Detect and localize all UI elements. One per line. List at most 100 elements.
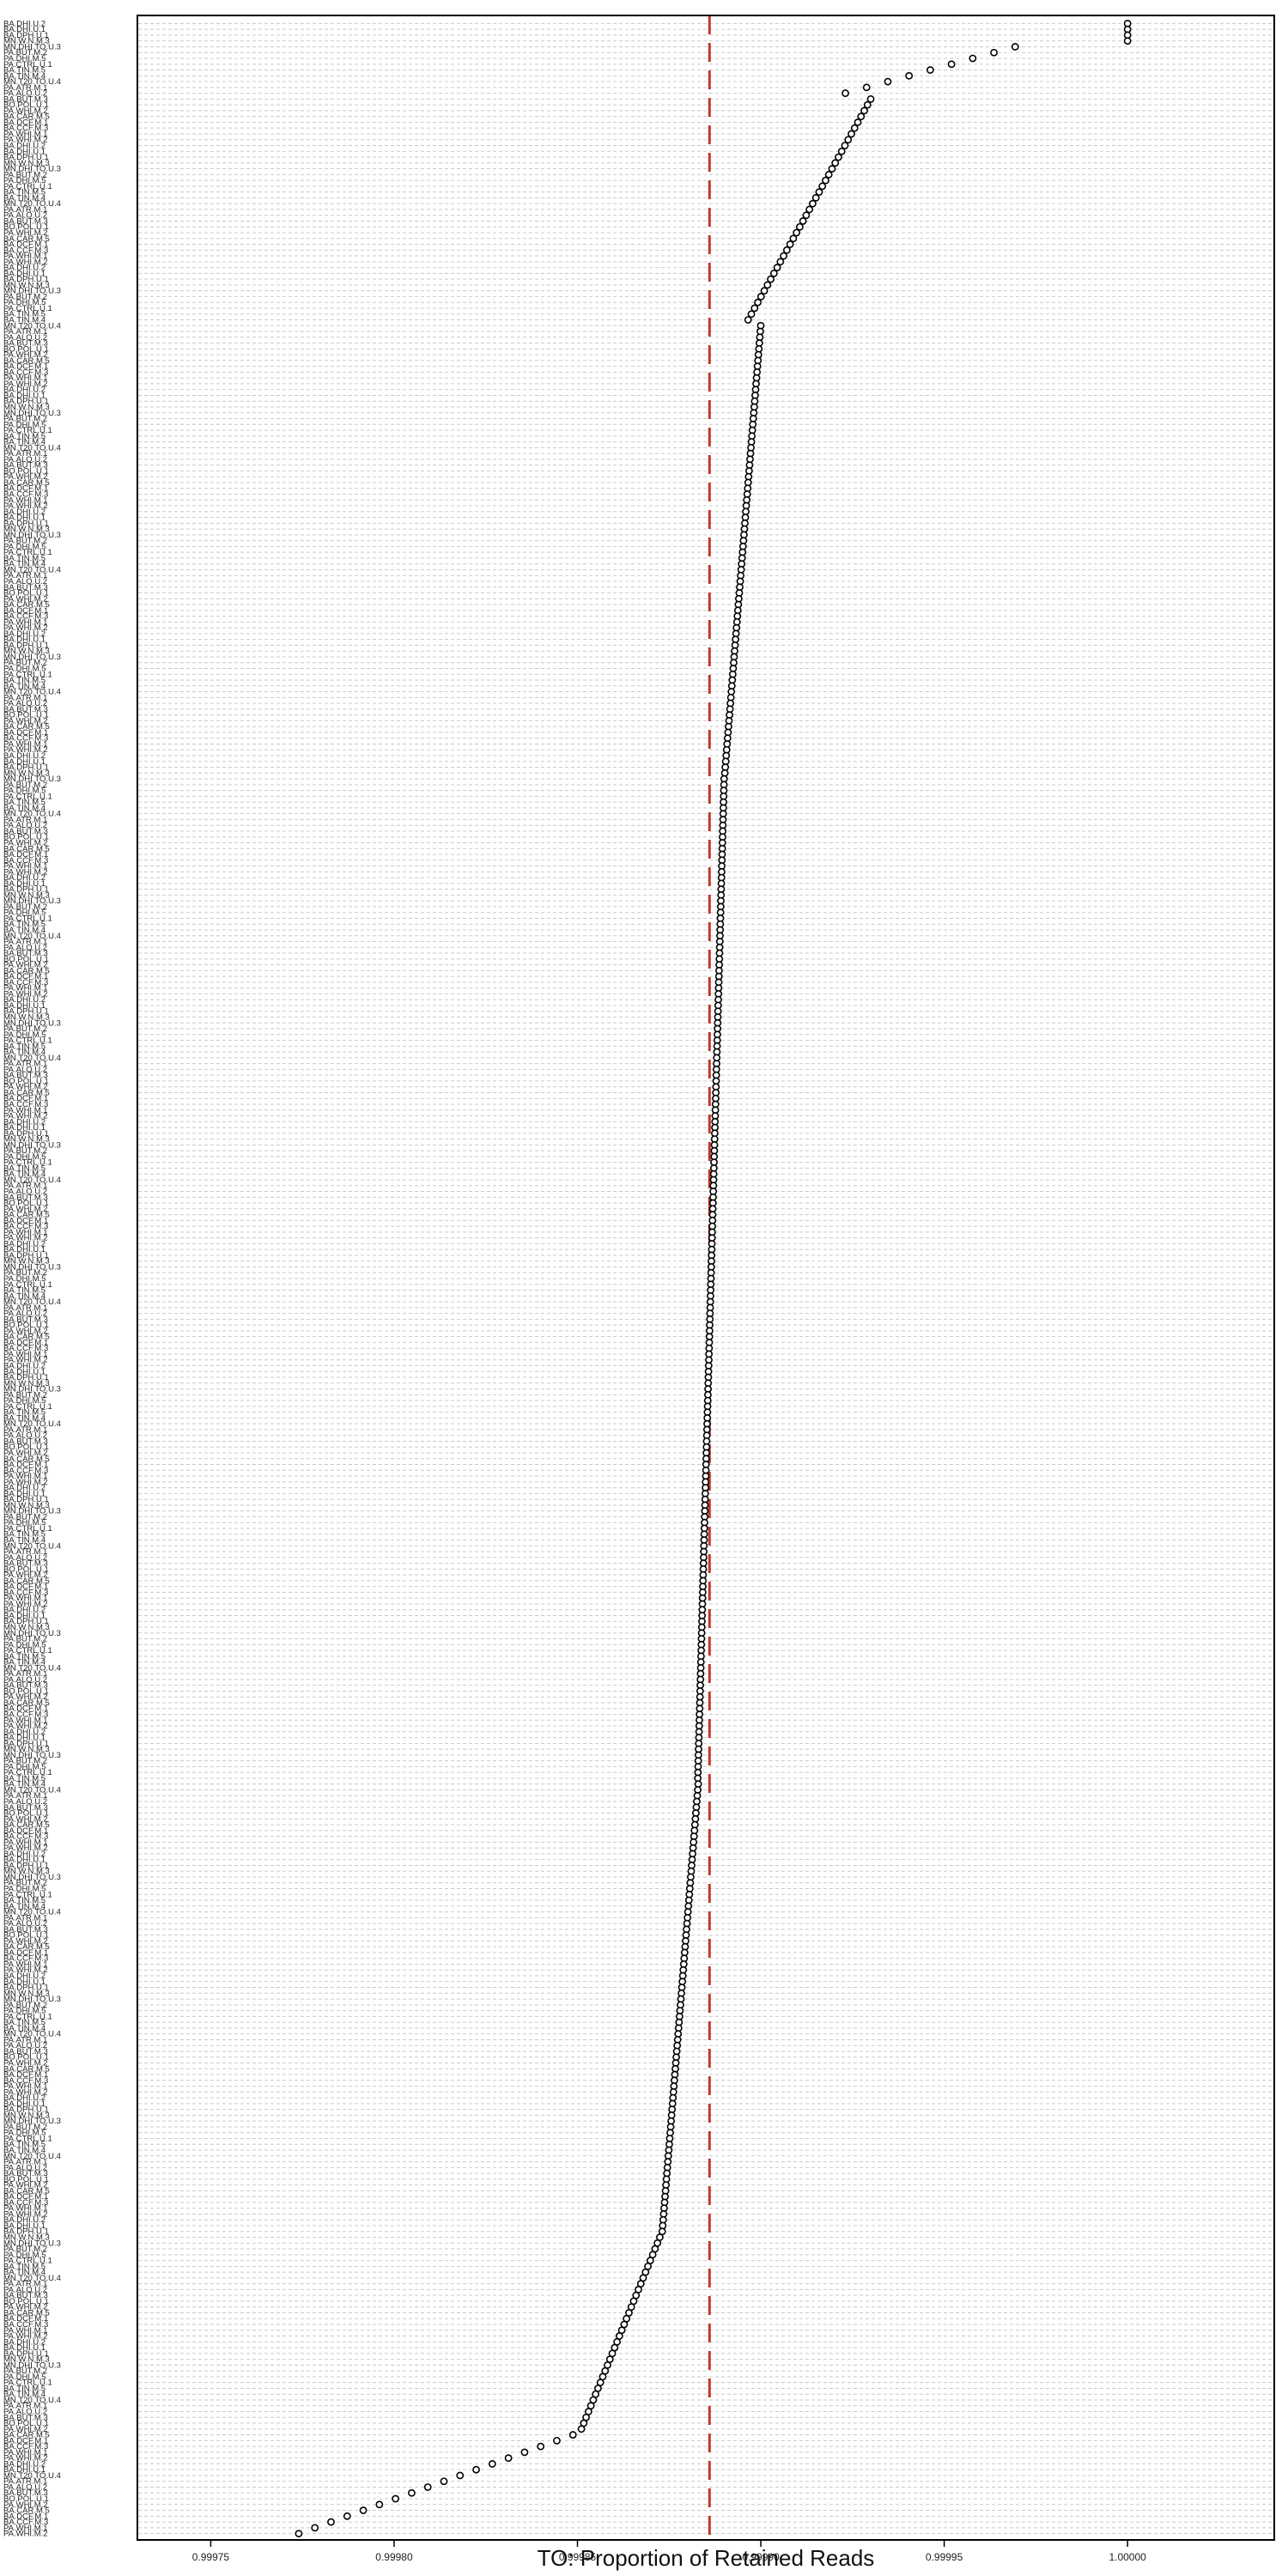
y-tick-label: PA.ATR.M.1	[3, 1913, 47, 1923]
y-tick-label: PA.CTRL.U.1	[3, 304, 52, 313]
y-tick-label: PA.CTRL.U.1	[3, 1036, 52, 1046]
y-tick-label: BA.CCF.M.3	[3, 368, 48, 377]
y-tick-label: BA.TIN.M.4	[3, 1413, 46, 1423]
x-tick-label: 0.99995	[926, 2551, 963, 2563]
data-point	[824, 170, 833, 179]
y-tick-label: PA.ALO.U.2	[3, 1797, 47, 1807]
y-tick-label: BA.DHI.U.2	[3, 1606, 46, 1615]
y-tick-label: BA.TIN.M.4	[3, 193, 46, 203]
y-tick-label: PA.BUT.M.2	[3, 659, 47, 668]
y-tick-label: BA.BUT.M.3	[3, 94, 48, 104]
y-tick-label: PA.DHI.M.5	[3, 298, 46, 307]
y-tick-label: BA.DHI.U.1	[3, 147, 46, 156]
y-tick-label: BA.CCF.M.3	[3, 1100, 48, 1109]
y-tick-label: PA.WHI.M.1	[3, 130, 48, 139]
y-tick-label: BA.TIN.M.5	[3, 920, 46, 929]
y-tick-label: MN.DHI.TO.U.3	[3, 409, 61, 418]
y-tick-label: PA.CTRL.U.1	[3, 1890, 52, 1899]
data-point	[990, 48, 998, 57]
y-tick-label: MN.W.N.M.3	[3, 1379, 50, 1388]
y-tick-label: BA.TIN.M.5	[3, 2140, 46, 2149]
y-tick-label: PA.BUT.M.2	[3, 1879, 47, 1888]
y-tick-label: BA.DHI.U.2	[3, 141, 46, 150]
y-tick-label: MN.T20.TO.U.4	[3, 932, 61, 941]
y-tick-label: BA.DPH.U.1	[3, 153, 49, 162]
y-tick-label: PA.WHI.M.2	[3, 2303, 48, 2312]
y-tick-label: PA.ALO.U.2	[3, 89, 47, 99]
y-tick-label: BA.BUT.M.3	[3, 1681, 48, 1691]
y-tick-label: BO.POL.U.1	[3, 222, 49, 232]
data-point	[754, 298, 762, 307]
y-tick-label: PA.DHI.M.5	[3, 787, 46, 796]
y-tick-label: PA.ALO.U.2	[3, 1187, 47, 1196]
y-tick-label: BA.DHI.U.1	[3, 25, 46, 34]
y-tick-label: BA.DHI.U.1	[3, 1978, 46, 1987]
y-tick-label: PA.ALO.U.2	[3, 821, 47, 830]
y-tick-label: BA.DHI.U.1	[3, 1123, 46, 1133]
y-tick-label: PA.ALO.U.2	[3, 2285, 47, 2294]
data-point	[793, 228, 801, 237]
data-point	[327, 2518, 335, 2526]
data-point	[1011, 43, 1019, 51]
y-tick-label: MN.DHI.TO.U.3	[3, 896, 61, 906]
x-tick-label: 0.99985	[559, 2551, 597, 2563]
y-tick-label: PA.BUT.M.2	[3, 781, 47, 790]
data-point	[577, 2425, 586, 2433]
data-point	[568, 2431, 577, 2439]
data-point	[769, 269, 778, 277]
y-tick-label: BA.DHI.U.2	[3, 1117, 46, 1127]
y-tick-label: BA.DPH.U.1	[3, 397, 49, 406]
y-tick-label: PA.BUT.M.2	[3, 1635, 47, 1644]
data-point	[844, 136, 853, 144]
y-tick-label: BA.DCF.M.1	[3, 2192, 48, 2202]
y-tick-label: BA.DCF.M.1	[3, 118, 48, 127]
y-tick-label: BA.CCF.M.3	[3, 2198, 48, 2208]
y-tick-label: BA.DPH.U.1	[3, 1129, 49, 1139]
data-point	[756, 293, 765, 301]
y-tick-label: PA.WHI.M.2	[3, 136, 48, 145]
y-tick-label: BA.DHI.U.1	[3, 2221, 46, 2231]
y-tick-label: MN.T20.TO.U.4	[3, 1297, 61, 1307]
y-tick-label: BA.DCF.M.1	[3, 2512, 48, 2521]
data-point	[818, 182, 827, 191]
y-tick-label: PA.WHI.M.2	[3, 716, 48, 726]
y-tick-label: BA.DCF.M.1	[3, 1948, 48, 1958]
y-tick-label: MN.DHI.TO.U.3	[3, 1262, 61, 1272]
y-tick-label: BA.TIN.M.5	[3, 1408, 46, 1418]
y-tick-label: BO.POL.U.1	[3, 1199, 49, 1208]
y-tick-label: PA.WHI.M.2	[3, 1083, 48, 1092]
y-tick-label: PA.ALO.U.2	[3, 1309, 47, 1319]
data-point	[860, 106, 868, 115]
y-tick-label: BA.DCF.M.1	[3, 972, 48, 981]
y-tick-label: BA.DCF.M.1	[3, 1583, 48, 1592]
y-tick-label: MN.T20.TO.U.4	[3, 1541, 61, 1551]
y-tick-label: BA.DCF.M.1	[3, 484, 48, 494]
y-tick-label: BA.BUT.M.3	[3, 461, 48, 471]
y-tick-label: PA.DHI.M.5	[3, 542, 46, 551]
y-tick-label: MN.T20.TO.U.4	[3, 1785, 61, 1795]
y-tick-label: PA.WHI.M.2	[3, 623, 48, 633]
y-tick-label: BA.TIN.M.4	[3, 1902, 46, 1911]
y-tick-label: PA.ALO.U.2	[3, 1919, 47, 1929]
y-tick-label: BO.POL.U.1	[3, 100, 49, 110]
y-tick-label: PA.WHI.M.2	[3, 1965, 48, 1975]
y-tick-label: PA.WHI.M.1	[3, 862, 48, 872]
data-point	[969, 54, 977, 63]
y-tick-label: BA.DHI.U.2	[3, 386, 46, 395]
y-tick-label: BA.DHI.U.2	[3, 2337, 46, 2347]
y-tick-label: BA.BUT.M.3	[3, 216, 48, 226]
data-point	[311, 2524, 319, 2532]
y-tick-label: BA.CAR.M.5	[3, 2431, 50, 2440]
y-tick-label: MN.T20.TO.U.4	[3, 1054, 61, 1063]
y-tick-label: BA.BUT.M.3	[3, 827, 48, 836]
y-tick-label: PA.BUT.M.2	[3, 170, 47, 179]
y-tick-label: BA.TIN.M.4	[3, 2390, 46, 2399]
y-tick-label: PA.WHI.M.1	[3, 984, 48, 993]
data-point	[786, 240, 794, 248]
data-point	[750, 304, 759, 313]
y-tick-label: BA.CCF.M.3	[3, 612, 48, 622]
y-tick-label: PA.WHI.M.2	[3, 2059, 48, 2069]
y-tick-label: PA.WHI.M.1	[3, 2448, 48, 2458]
y-tick-label: BA.DHI.U.2	[3, 1484, 46, 1493]
